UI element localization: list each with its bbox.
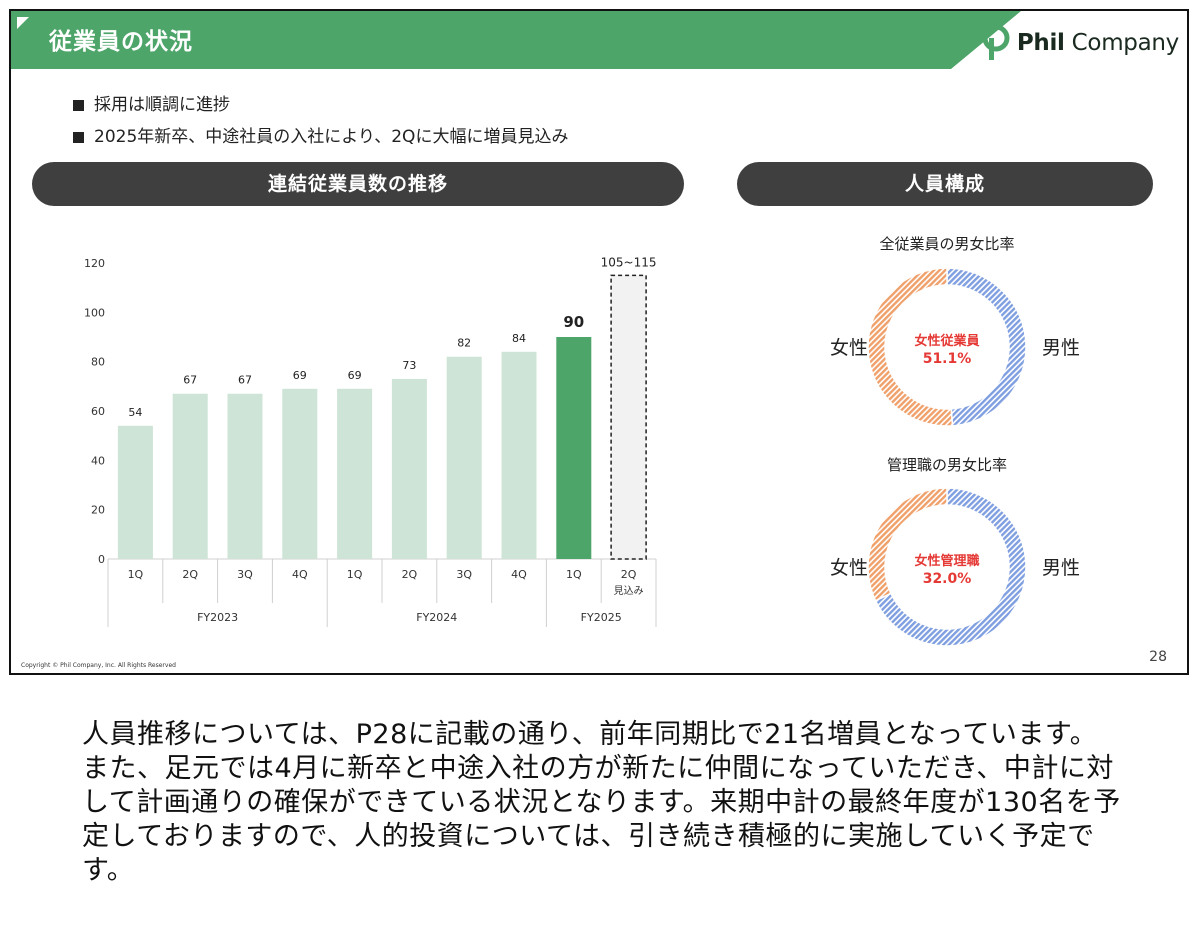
donut-slice-male xyxy=(874,487,1027,647)
bullet-square-icon xyxy=(73,131,84,143)
donut-center-value: 32.0% xyxy=(923,571,972,587)
x-tick-sublabel: 見込み xyxy=(614,585,644,597)
data-label: 54 xyxy=(128,406,142,419)
bullet-square-icon xyxy=(73,99,84,111)
bar xyxy=(337,388,373,559)
x-tick-label: 1Q xyxy=(566,568,582,581)
y-tick-label: 60 xyxy=(91,405,105,418)
donut-label-male: 男性 xyxy=(1042,337,1080,359)
donut-center-label: 女性管理職 xyxy=(914,553,979,569)
x-tick-label: 2Q xyxy=(402,568,418,581)
bar xyxy=(172,393,208,559)
donut-title-managers: 管理職の男女比率 xyxy=(886,456,1007,474)
narration-text: 人員推移については、P28に記載の通り、前年同期比で21名増員となっています。ま… xyxy=(82,719,1121,886)
data-label: 69 xyxy=(293,369,307,382)
donut-label-female: 女性 xyxy=(830,557,868,579)
x-tick-label: 4Q xyxy=(511,568,527,581)
group-label: FY2025 xyxy=(581,611,622,624)
bar xyxy=(501,351,537,559)
bullet-item: 採用は順調に進捗 xyxy=(73,89,568,121)
data-label: 90 xyxy=(563,313,584,331)
logo-text: Phil Company xyxy=(1016,30,1179,56)
bar xyxy=(282,388,318,559)
bar xyxy=(117,425,153,559)
x-tick-label: 4Q xyxy=(292,568,308,581)
donut-slice-female xyxy=(867,487,948,602)
x-tick-label: 3Q xyxy=(237,568,253,581)
y-tick-label: 100 xyxy=(84,306,105,319)
bar xyxy=(446,356,482,559)
y-tick-label: 20 xyxy=(91,504,105,517)
data-label: 84 xyxy=(512,332,526,345)
group-label: FY2023 xyxy=(197,611,238,624)
x-tick-label: 2Q xyxy=(182,568,198,581)
bar xyxy=(556,337,592,559)
data-label: 73 xyxy=(402,359,416,372)
donut-center-label: 女性従業員 xyxy=(914,333,979,349)
data-label: 105~115 xyxy=(601,255,657,269)
section-title-employee-trend: 連結従業員数の推移 xyxy=(32,162,684,206)
donut-label-male: 男性 xyxy=(1042,557,1080,579)
bullet-item: 2025年新卒、中途社員の入社により、2Qに大幅に増員見込み xyxy=(73,121,568,153)
bar xyxy=(391,378,427,559)
data-label: 69 xyxy=(348,369,362,382)
header-band xyxy=(11,11,1021,69)
company-logo: Phil Company xyxy=(981,23,1179,63)
donut-label-female: 女性 xyxy=(830,337,868,359)
x-tick-label: 2Q xyxy=(621,568,637,581)
y-tick-label: 0 xyxy=(98,553,105,566)
donut-center-value: 51.1% xyxy=(923,351,972,367)
bar xyxy=(610,274,647,560)
y-tick-label: 80 xyxy=(91,356,105,369)
bar xyxy=(227,393,263,559)
page-title: 従業員の状況 xyxy=(49,29,193,55)
copyright: Copyright © Phil Company, Inc. All Right… xyxy=(21,662,176,669)
group-label: FY2024 xyxy=(416,611,457,624)
bullet-list: 採用は順調に進捗 2025年新卒、中途社員の入社により、2Qに大幅に増員見込み xyxy=(73,89,568,153)
x-tick-label: 1Q xyxy=(128,568,144,581)
data-label: 67 xyxy=(183,374,197,387)
data-label: 67 xyxy=(238,374,252,387)
donut-chart-managers: 女性管理職 32.0% 女性 男性 xyxy=(830,487,1080,647)
x-tick-label: 1Q xyxy=(347,568,363,581)
logo-mark-icon xyxy=(982,24,1010,60)
page-number: 28 xyxy=(1149,649,1167,665)
slide: 従業員の状況 Phil Company 採用は順調に進捗 2025年新卒、中途社… xyxy=(9,9,1189,675)
data-label: 82 xyxy=(457,337,471,350)
y-tick-label: 40 xyxy=(91,454,105,467)
donut-slice-female xyxy=(867,267,954,427)
section-title-composition: 人員構成 xyxy=(737,162,1153,206)
x-tick-label: 3Q xyxy=(456,568,472,581)
donut-title-all: 全従業員の男女比率 xyxy=(879,235,1015,253)
employee-bar-chart: 0 20 40 60 80 100 120 54 1Q 67 2Q 67 3Q 69 4Q 69 1Q 73 2Q 8… xyxy=(84,255,657,627)
donut-chart-all-employees: 女性従業員 51.1% 女性 男性 xyxy=(830,267,1080,427)
y-tick-label: 120 xyxy=(84,257,105,270)
